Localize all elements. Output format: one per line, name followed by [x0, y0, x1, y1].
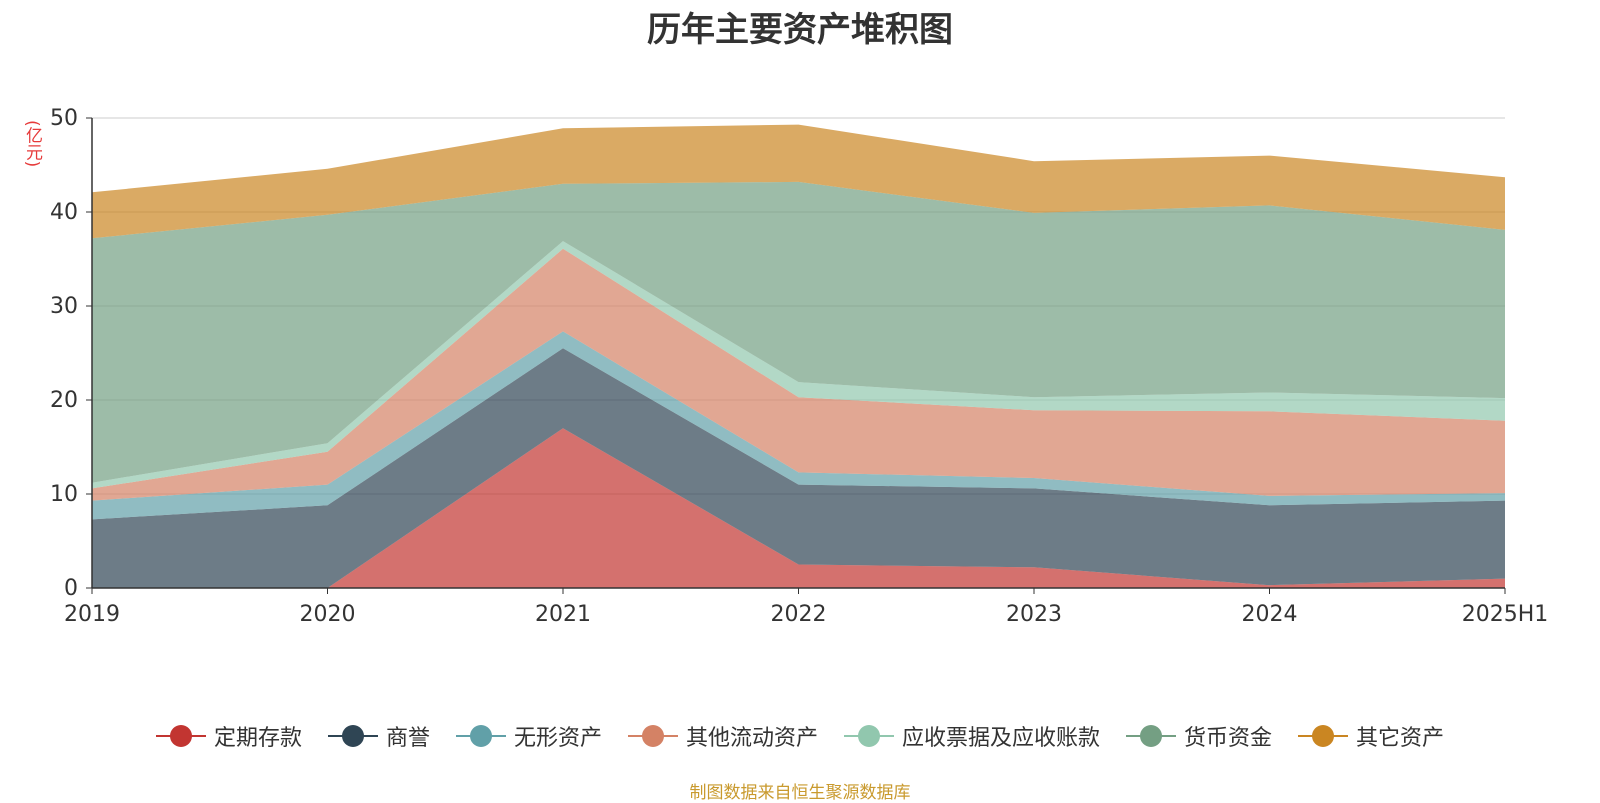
x-tick-label: 2021 — [535, 602, 591, 627]
x-tick-label: 2020 — [300, 602, 356, 627]
legend-item-0[interactable]: 定期存款 — [155, 720, 302, 752]
area-series-1 — [92, 348, 1505, 588]
y-tick-label: 0 — [64, 576, 78, 601]
y-tick-label: 40 — [50, 200, 78, 225]
x-tick-label: 2022 — [771, 602, 827, 627]
legend-marker-icon — [1126, 723, 1177, 749]
y-tick-label: 50 — [50, 106, 78, 131]
y-tick-label: 20 — [50, 388, 78, 413]
legend-label: 定期存款 — [213, 726, 302, 751]
x-tick-label: 2024 — [1242, 602, 1298, 627]
area-series-0 — [92, 428, 1505, 588]
legend-marker-icon — [327, 723, 378, 749]
legend-marker-icon — [627, 723, 678, 749]
x-tick-label: 2025H1 — [1462, 602, 1549, 627]
legend-marker-icon — [455, 723, 506, 749]
x-tick-label: 2023 — [1006, 602, 1062, 627]
legend-label: 应收票据及应收账款 — [902, 726, 1101, 751]
legend-item-3[interactable]: 其他流动资产 — [627, 720, 818, 752]
legend-item-1[interactable]: 商誉 — [327, 720, 430, 752]
legend-item-4[interactable]: 应收票据及应收账款 — [844, 720, 1100, 752]
legend-marker-icon — [1298, 723, 1349, 749]
legend-label: 其他流动资产 — [685, 726, 818, 751]
legend-label: 货币资金 — [1184, 726, 1273, 751]
area-series-3 — [92, 248, 1505, 501]
legend-marker-icon — [844, 723, 894, 749]
legend-label: 其它资产 — [1356, 726, 1445, 751]
y-tick-label: 10 — [50, 482, 78, 507]
chart-title: 历年主要资产堆积图 — [647, 10, 953, 50]
area-series-5 — [92, 181, 1505, 483]
area-series-2 — [92, 331, 1505, 520]
area-series-6 — [92, 124, 1505, 239]
legend: 定期存款 商誉 无形资产 其他流动资产 应收票据及应收账款 货币资金 其它资产 — [0, 718, 1600, 754]
legend-item-6[interactable]: 其它资产 — [1298, 720, 1444, 752]
y-axis-unit: (亿元) — [22, 120, 42, 168]
area-series-4 — [92, 241, 1505, 489]
source-note: 制图数据来自恒生聚源数据库 — [689, 783, 911, 803]
legend-marker-icon — [155, 723, 206, 749]
legend-label: 无形资产 — [513, 726, 602, 751]
stacked-area-chart: 0 10 20 30 40 50 2019 2020 2021 2022 2023 2024 2025H… — [50, 106, 1549, 627]
y-tick-label: 30 — [50, 294, 78, 319]
legend-label: 商誉 — [385, 726, 430, 751]
legend-item-5[interactable]: 货币资金 — [1126, 720, 1272, 752]
legend-item-2[interactable]: 无形资产 — [455, 720, 602, 752]
x-tick-label: 2019 — [64, 602, 120, 627]
